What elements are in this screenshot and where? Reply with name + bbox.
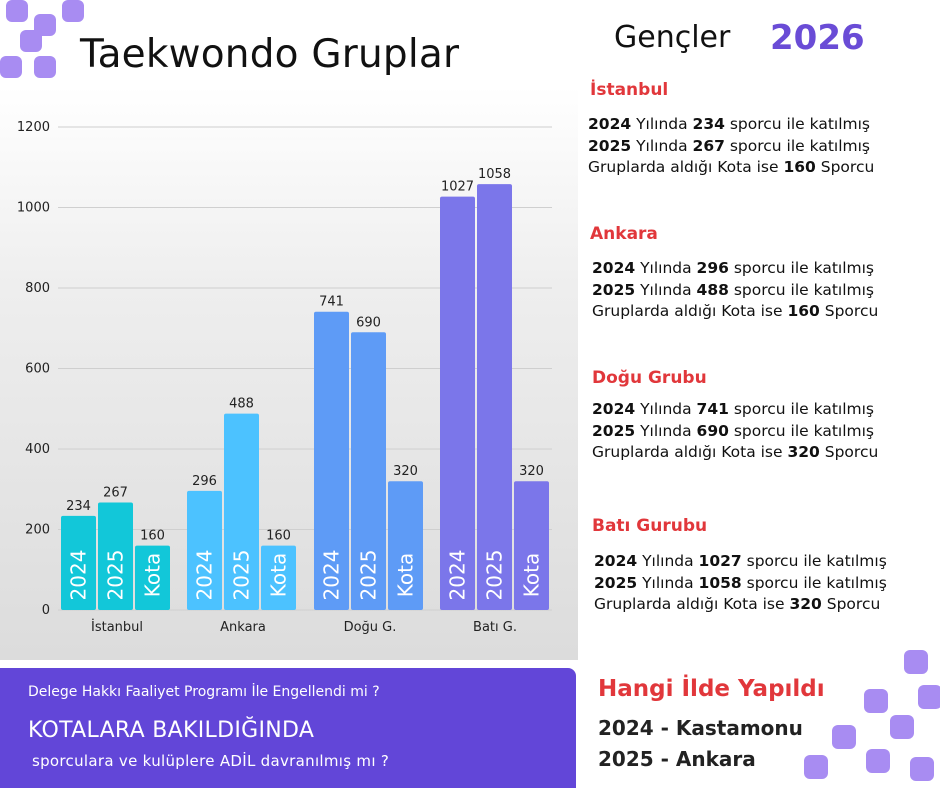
bar-value-label: 234 bbox=[66, 499, 91, 514]
series-label: 2025 bbox=[230, 550, 254, 601]
y-tick-label: 800 bbox=[25, 281, 50, 296]
bar bbox=[187, 490, 222, 610]
bar bbox=[314, 311, 349, 610]
decorative-pattern-bottom-right bbox=[804, 650, 940, 781]
bar bbox=[261, 545, 296, 610]
host-city-2025: 2025 - Ankara bbox=[598, 747, 756, 771]
bar bbox=[440, 196, 475, 610]
bar bbox=[514, 481, 549, 610]
x-category-label: İstanbul bbox=[91, 619, 143, 635]
bar bbox=[224, 413, 259, 610]
region-info-dogu: 2024 Yılında 741 sporcu ile katılmış 202… bbox=[592, 400, 879, 461]
bar bbox=[98, 502, 133, 610]
series-label: Kota bbox=[520, 553, 544, 597]
series-label: 2025 bbox=[483, 550, 507, 601]
category-label: Gençler bbox=[614, 20, 731, 55]
y-tick-label: 1000 bbox=[17, 201, 50, 216]
series-label: Kota bbox=[141, 553, 165, 597]
y-tick-label: 600 bbox=[25, 362, 50, 377]
bar-value-label: 320 bbox=[393, 464, 418, 479]
series-label: 2025 bbox=[104, 550, 128, 601]
x-category-label: Ankara bbox=[220, 620, 266, 635]
season-year: 2026 bbox=[770, 18, 865, 58]
series-label: Kota bbox=[267, 553, 291, 597]
bar bbox=[61, 515, 96, 610]
bar-value-label: 296 bbox=[192, 474, 217, 489]
host-city-title: Hangi İlde Yapıldı bbox=[598, 676, 825, 702]
bar-chart: 0 200 400 600 800 1000 1200 234 2024 267 2025 160 Ko… bbox=[17, 120, 552, 635]
region-info-ankara: 2024 Yılında 296 sporcu ile katılmış 202… bbox=[592, 259, 879, 320]
bar-value-label: 267 bbox=[103, 486, 128, 501]
bar-value-label: 1058 bbox=[478, 167, 511, 182]
series-label: 2024 bbox=[67, 550, 91, 601]
series-label: 2024 bbox=[446, 550, 470, 601]
bar-value-label: 741 bbox=[319, 295, 344, 310]
bar bbox=[351, 332, 386, 610]
series-label: Kota bbox=[394, 553, 418, 597]
series-label: 2025 bbox=[357, 550, 381, 601]
bar-value-label: 160 bbox=[140, 529, 165, 544]
banner-question: Delege Hakkı Faaliyet Programı İle Engel… bbox=[28, 684, 380, 700]
region-info-bati: 2024 Yılında 1027 sporcu ile katılmış 20… bbox=[594, 552, 887, 613]
region-title-bati: Batı Gurubu bbox=[592, 516, 708, 536]
bar-value-label: 488 bbox=[229, 397, 254, 412]
question-banner: Delege Hakkı Faaliyet Programı İle Engel… bbox=[0, 668, 576, 788]
decorative-pattern-top-left bbox=[0, 0, 84, 78]
x-category-label: Doğu G. bbox=[344, 620, 397, 635]
page-title: Taekwondo Gruplar bbox=[80, 32, 460, 77]
series-label: 2024 bbox=[320, 550, 344, 601]
y-tick-label: 400 bbox=[25, 442, 50, 457]
bar bbox=[388, 481, 423, 610]
region-info-istanbul: 2024 Yılında 234 sporcu ile katılmış 202… bbox=[588, 115, 875, 176]
bar-value-label: 690 bbox=[356, 315, 381, 330]
bar-value-label: 160 bbox=[266, 529, 291, 544]
series-label: 2024 bbox=[193, 550, 217, 601]
bar bbox=[477, 184, 512, 610]
bar-value-label: 1027 bbox=[441, 180, 474, 195]
y-tick-label: 200 bbox=[25, 523, 50, 538]
bar-value-label: 320 bbox=[519, 464, 544, 479]
x-category-label: Batı G. bbox=[473, 620, 517, 635]
y-tick-label: 1200 bbox=[17, 120, 50, 135]
banner-subline: sporculara ve kulüplere ADİL davranılmış… bbox=[32, 752, 390, 770]
region-title-dogu: Doğu Grubu bbox=[592, 368, 707, 388]
region-title-ankara: Ankara bbox=[590, 224, 658, 244]
bar bbox=[135, 545, 170, 610]
host-city-2024: 2024 - Kastamonu bbox=[598, 716, 803, 740]
region-title-istanbul: İstanbul bbox=[590, 80, 669, 100]
banner-headline: KOTALARA BAKILDIĞINDA bbox=[28, 718, 315, 743]
y-tick-label: 0 bbox=[42, 603, 50, 618]
